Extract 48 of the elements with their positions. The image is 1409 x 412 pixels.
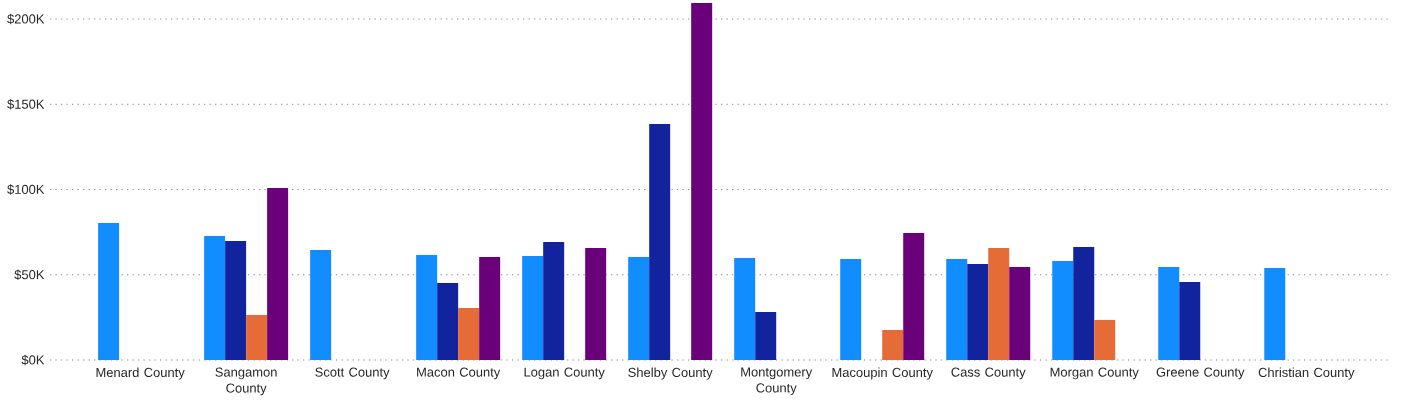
- bar: [882, 330, 904, 360]
- x-tick-label: Morgan County: [1050, 367, 1139, 380]
- bar: [204, 236, 226, 360]
- bar: [225, 241, 247, 360]
- bar: [967, 264, 989, 360]
- bar: [691, 3, 713, 360]
- x-tick-label: Shelby County: [628, 367, 713, 380]
- bar: [988, 248, 1010, 360]
- bar: [543, 242, 565, 360]
- bar: [1052, 261, 1074, 360]
- bar: [946, 259, 968, 360]
- bar: [310, 250, 332, 360]
- x-tick-label: Menard County: [96, 367, 185, 380]
- bar: [246, 314, 268, 360]
- x-tick-label: Macoupin County: [832, 367, 933, 380]
- x-tick-label: Greene County: [1156, 367, 1245, 380]
- bar: [1094, 319, 1116, 360]
- bar: [267, 187, 289, 360]
- bar: [98, 222, 120, 360]
- y-tick-label: $50K: [14, 269, 45, 280]
- bar: [585, 248, 607, 360]
- bar: [649, 124, 671, 360]
- bar: [1158, 267, 1180, 360]
- bar: [437, 282, 459, 360]
- bar: [1264, 267, 1286, 360]
- y-tick-label: $100K: [7, 184, 45, 195]
- bar: [458, 308, 480, 360]
- bar: [1073, 246, 1095, 360]
- x-tick-label: Cass County: [951, 367, 1026, 380]
- x-tick-label: Christian County: [1258, 367, 1355, 380]
- x-tick-label: Sangamon County: [215, 367, 277, 396]
- bar: [734, 258, 756, 360]
- x-tick-label: Montgomery County: [741, 367, 813, 396]
- bar: [628, 257, 650, 360]
- x-tick-label: Scott County: [315, 367, 390, 380]
- bar: [755, 311, 777, 360]
- bar: [522, 256, 544, 360]
- bar: [1009, 267, 1031, 360]
- bar: [416, 254, 438, 360]
- bar: [903, 232, 925, 360]
- y-tick-label: $0K: [21, 354, 45, 366]
- x-tick-label: Logan County: [524, 367, 605, 380]
- bar: [1179, 282, 1201, 360]
- bar: [840, 259, 862, 360]
- y-tick-label: $200K: [7, 13, 45, 25]
- x-tick-label: Macon County: [417, 367, 501, 380]
- y-tick-label: $150K: [7, 99, 45, 110]
- bar: [479, 257, 501, 360]
